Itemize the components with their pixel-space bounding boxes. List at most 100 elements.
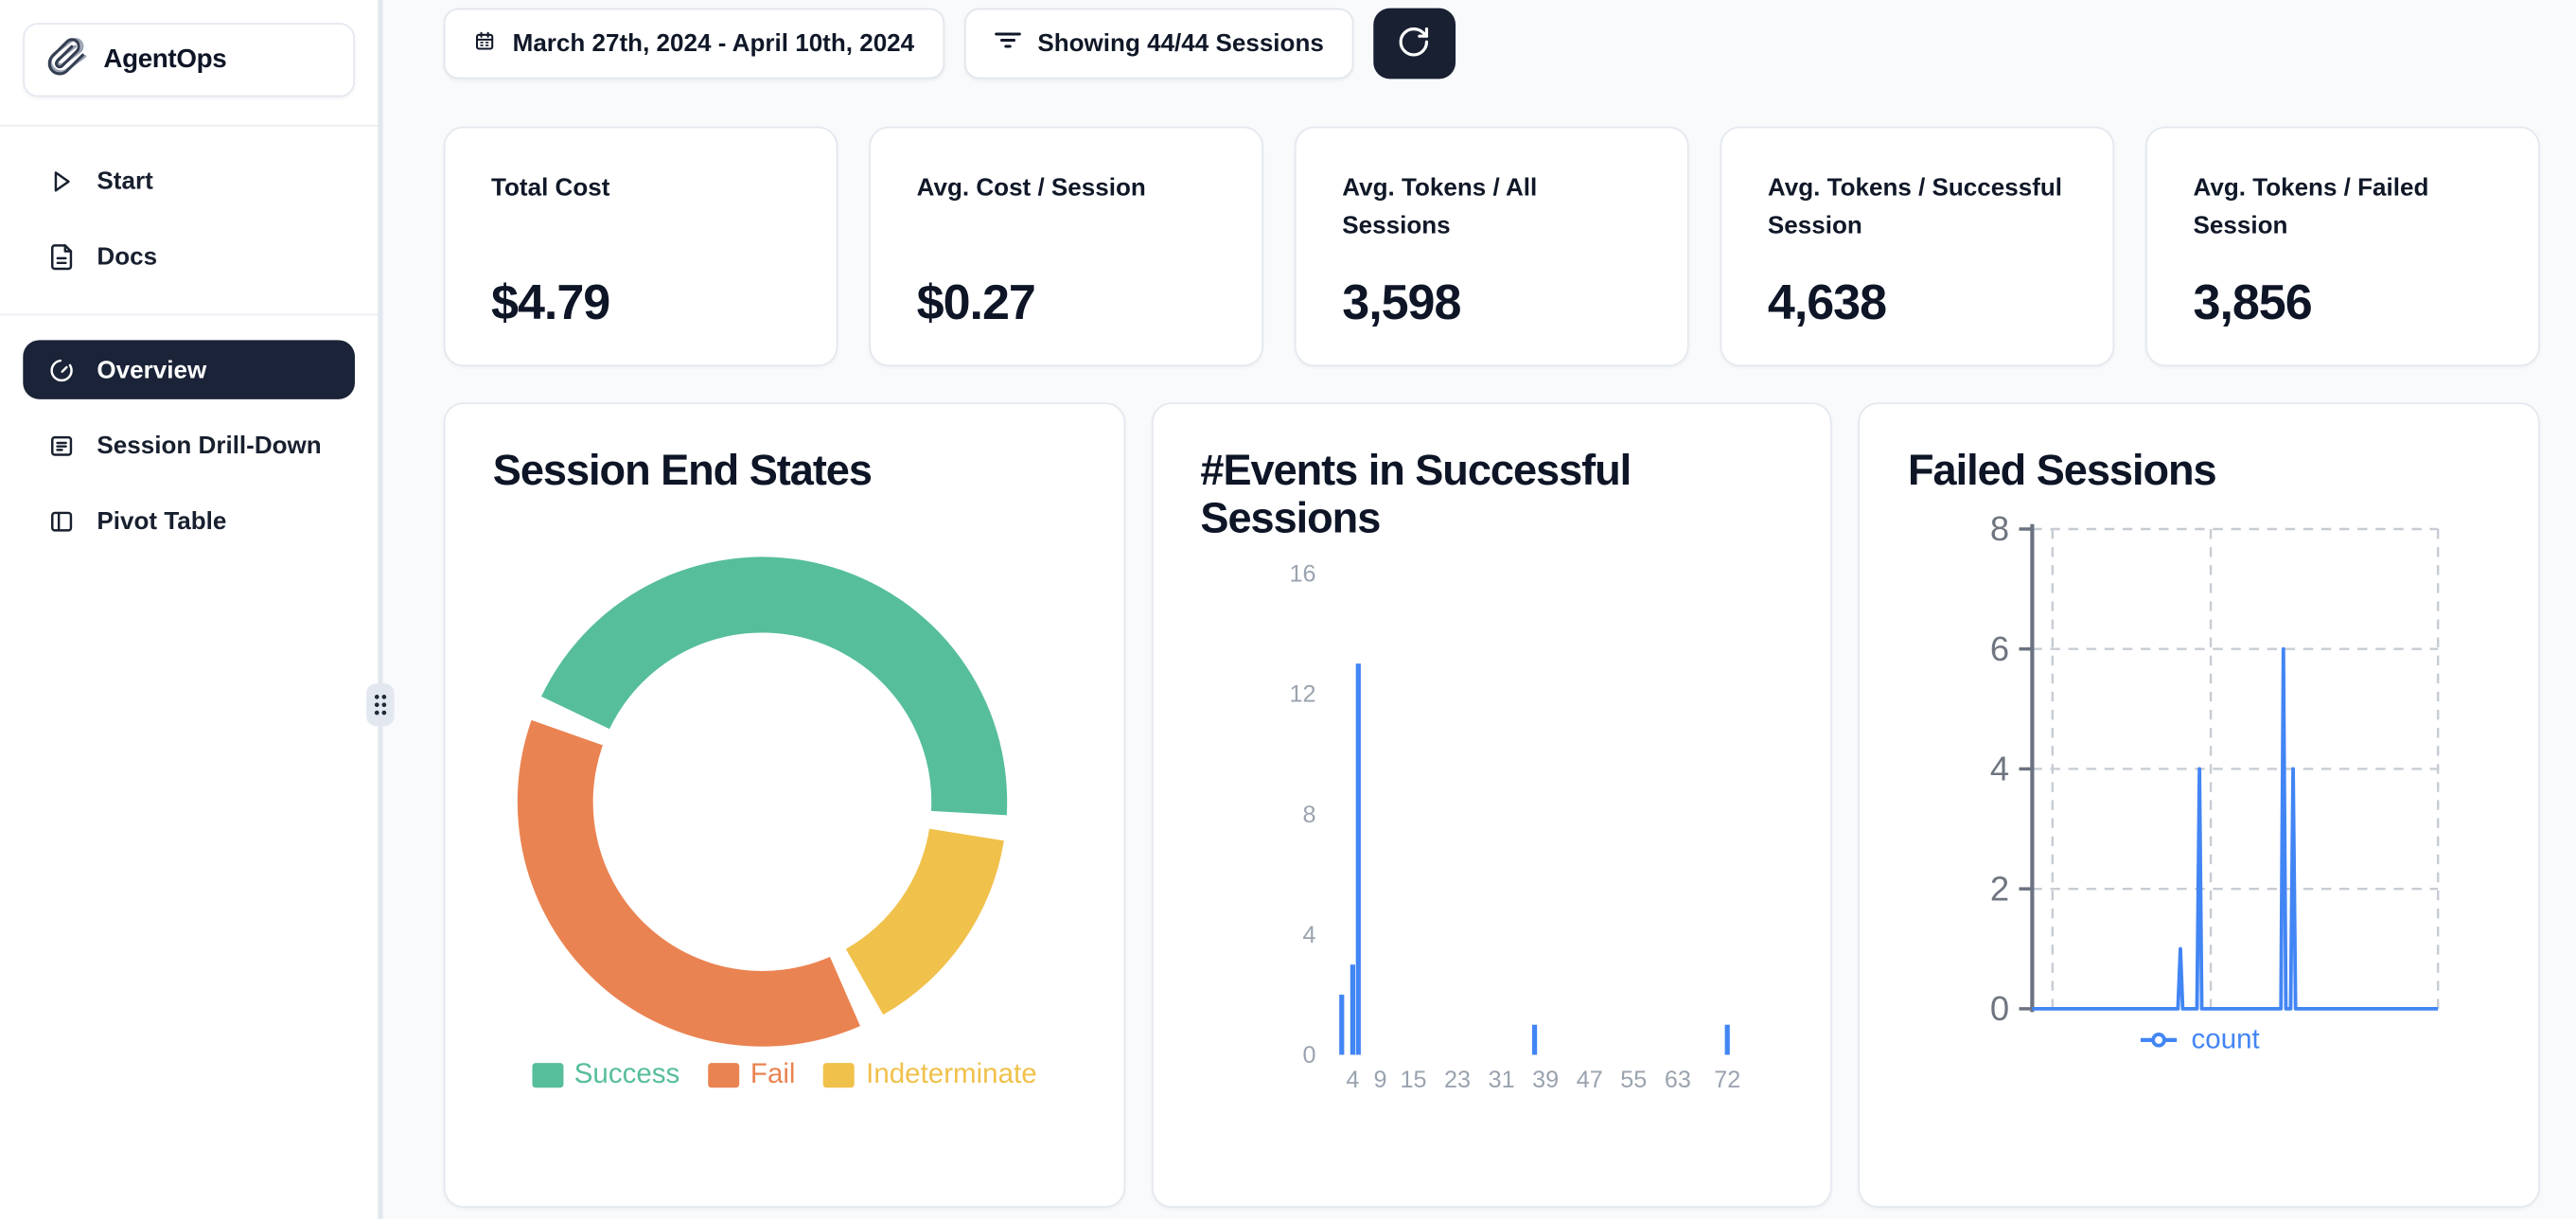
histogram-bar[interactable] (1338, 994, 1344, 1055)
x-tick-label: 63 (1664, 1067, 1690, 1093)
count-legend-label: count (2191, 1023, 2260, 1055)
sidebar-item-label: Docs (97, 242, 158, 271)
filter-icon (994, 28, 1022, 60)
sidebar-divider-top (0, 124, 379, 127)
legend-item-indeterminate[interactable]: Indeterminate (823, 1058, 1037, 1091)
stat-label: Avg. Tokens / Successful Session (1767, 174, 2063, 240)
donut-segment-fail[interactable] (517, 719, 860, 1047)
x-tick-label: 9 (1373, 1067, 1386, 1093)
y-tick-label: 4 (1990, 750, 2009, 788)
paperclip-logo-icon (46, 35, 87, 84)
stat-card-avg-tokens-failed: Avg. Tokens / Failed Session 3,856 (2145, 126, 2540, 367)
x-tick-label: 72 (1714, 1067, 1740, 1093)
legend-swatch (531, 1062, 563, 1087)
play-icon (47, 167, 76, 195)
session-end-states-donut-chart[interactable] (445, 404, 1124, 1208)
y-tick-label: 12 (1289, 681, 1315, 708)
refresh-icon (1397, 24, 1431, 63)
app-title: AgentOps (103, 44, 227, 74)
legend-item-success[interactable]: Success (531, 1057, 680, 1091)
y-tick-label: 2 (1990, 869, 2009, 908)
donut-legend: Success Fail Indeterminate (445, 1058, 1122, 1091)
stat-label: Avg. Cost / Session (916, 174, 1146, 203)
session-list-icon (47, 432, 76, 460)
stat-label: Total Cost (491, 174, 610, 203)
sidebar-item-label: Overview (97, 355, 207, 384)
donut-segment-success[interactable] (541, 556, 1008, 816)
sessions-filter-label: Showing 44/44 Sessions (1037, 29, 1324, 58)
stat-card-total-cost: Total Cost $4.79 (443, 126, 838, 367)
gauge-icon (47, 356, 76, 384)
failed-sessions-line-chart[interactable]: 0 2 4 6 8 (1861, 404, 2540, 1208)
sidebar-resize-handle[interactable] (366, 683, 395, 727)
failed-sessions-card: Failed Sessions 0 2 4 6 8 count (1858, 402, 2540, 1208)
stat-value: $0.27 (916, 275, 1036, 330)
legend-label: Success (573, 1057, 680, 1089)
y-tick-label: 8 (1302, 802, 1315, 828)
chart-title: Failed Sessions (1908, 445, 2217, 495)
toolbar: March 27th, 2024 - April 10th, 2024 Show… (443, 8, 2540, 80)
grip-dots-icon (374, 695, 387, 716)
chart-title: #Events in Successful Sessions (1200, 445, 1632, 542)
chart-title: Session End States (492, 445, 873, 495)
x-tick-label: 55 (1620, 1067, 1647, 1093)
stat-label: Avg. Tokens / All Sessions (1342, 174, 1538, 240)
y-tick-label: 16 (1289, 561, 1315, 588)
stat-value: $4.79 (491, 275, 610, 330)
stat-value: 4,638 (1767, 275, 1887, 330)
legend-swatch (823, 1062, 856, 1087)
histogram-bar[interactable] (1531, 1024, 1537, 1055)
donut-segment-indeterminate[interactable] (845, 828, 1004, 1016)
legend-item-fail[interactable]: Fail (707, 1057, 796, 1091)
date-range-button[interactable]: March 27th, 2024 - April 10th, 2024 (443, 8, 944, 80)
y-tick-label: 6 (1990, 629, 2009, 668)
stat-label: Avg. Tokens / Failed Session (2193, 174, 2429, 240)
x-tick-label: 15 (1400, 1067, 1426, 1093)
histogram-bar[interactable] (1350, 964, 1355, 1055)
sidebar-divider-middle (0, 313, 379, 316)
docs-icon (47, 242, 76, 271)
line-chart-legend[interactable]: count (1861, 1024, 2538, 1057)
panel-left-icon (47, 507, 76, 536)
x-tick-label: 4 (1346, 1067, 1359, 1093)
count-series-line[interactable] (2032, 646, 2439, 1011)
sidebar-item-label: Start (97, 167, 153, 195)
sidebar-item-docs[interactable]: Docs (23, 227, 355, 286)
count-legend-marker-icon (2140, 1033, 2177, 1048)
events-histogram-card: #Events in Successful Sessions 0 4 8 12 16 4 9… (1151, 402, 1833, 1208)
sidebar-item-session-drilldown[interactable]: Session Drill-Down (23, 415, 355, 474)
stat-value: 3,598 (1342, 275, 1461, 330)
sidebar-item-label: Session Drill-Down (97, 431, 322, 460)
sidebar-item-pivot-table[interactable]: Pivot Table (23, 491, 355, 550)
sidebar-item-overview[interactable]: Overview (23, 340, 355, 399)
logo-box[interactable]: AgentOps (23, 23, 355, 97)
charts-row: Session End States Success Fail Indetermin… (443, 402, 2540, 1208)
session-end-states-card: Session End States Success Fail Indetermin… (443, 402, 1125, 1208)
histogram-bar[interactable] (1723, 1024, 1730, 1055)
sidebar: AgentOps Start Docs (0, 0, 395, 1219)
x-tick-label: 31 (1488, 1067, 1514, 1093)
legend-label: Fail (750, 1057, 796, 1089)
stat-card-avg-tokens-successful: Avg. Tokens / Successful Session 4,638 (1720, 126, 2115, 367)
main-content: March 27th, 2024 - April 10th, 2024 Show… (382, 0, 2576, 1219)
y-tick-label: 0 (1302, 1042, 1315, 1069)
stat-card-avg-tokens-all: Avg. Tokens / All Sessions 3,598 (1294, 126, 1689, 367)
y-tick-label: 0 (1990, 989, 2009, 1028)
x-tick-label: 23 (1443, 1067, 1470, 1093)
histogram-bar[interactable] (1355, 663, 1361, 1055)
x-tick-label: 47 (1576, 1067, 1602, 1093)
x-tick-label: 39 (1532, 1067, 1559, 1093)
sidebar-item-label: Pivot Table (97, 506, 227, 536)
stat-cards-row: Total Cost $4.79 Avg. Cost / Session $0.… (443, 126, 2540, 367)
refresh-button[interactable] (1372, 8, 1456, 80)
date-range-label: March 27th, 2024 - April 10th, 2024 (512, 29, 915, 58)
sidebar-item-start[interactable]: Start (23, 151, 355, 210)
sessions-filter-button[interactable]: Showing 44/44 Sessions (963, 8, 1354, 80)
y-tick-label: 8 (1990, 509, 2009, 548)
legend-swatch (707, 1062, 739, 1087)
stat-card-avg-cost-session: Avg. Cost / Session $0.27 (869, 126, 1263, 367)
calendar-icon (473, 28, 496, 58)
